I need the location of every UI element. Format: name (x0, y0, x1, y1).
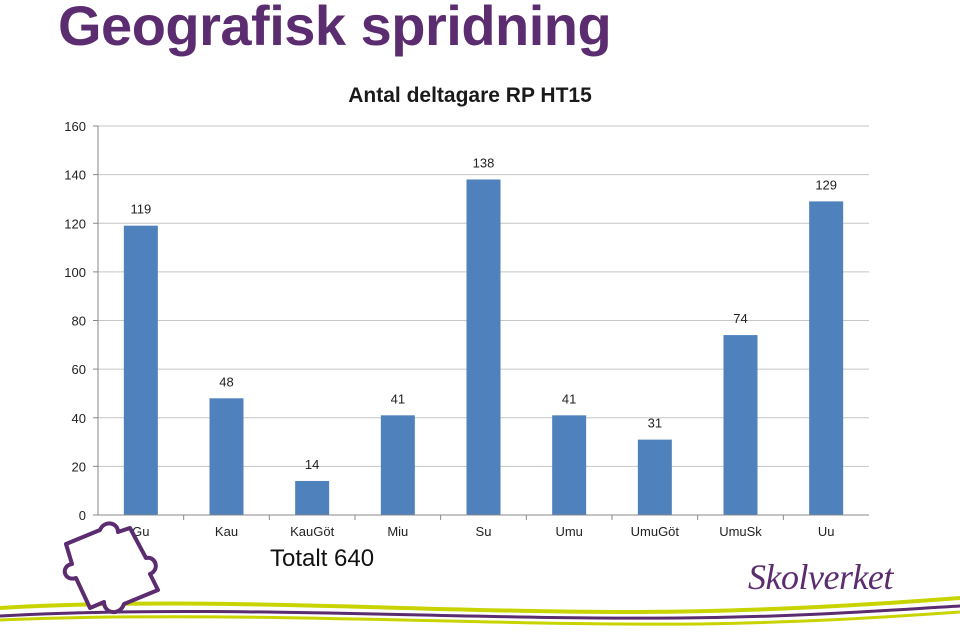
x-tick-label: Uu (818, 524, 835, 539)
decor-swoosh-green-2 (0, 610, 960, 626)
decor-swoosh-purple (0, 604, 960, 620)
brand-logo: Skolverket (748, 557, 893, 597)
y-tick-label: 80 (72, 314, 86, 329)
data-label: 14 (305, 457, 319, 472)
y-tick-label: 0 (79, 508, 86, 523)
decor-swoosh-green (0, 596, 960, 615)
bar-Gu (123, 225, 158, 515)
x-tick-label: Umu (555, 524, 582, 539)
data-label: 31 (648, 416, 662, 431)
y-tick-label: 20 (72, 459, 86, 474)
data-label: 41 (562, 391, 576, 406)
bar-Uu (809, 201, 844, 515)
x-tick-label: UmuGöt (631, 524, 680, 539)
y-tick-label: 60 (72, 362, 86, 377)
data-label: 119 (130, 202, 151, 217)
bar-Kau (209, 398, 244, 515)
bar-Su (466, 179, 501, 516)
data-label: 41 (391, 391, 405, 406)
bar-UmuGöt (637, 439, 672, 515)
x-tick-label: KauGöt (290, 524, 334, 539)
x-tick-label: UmuSk (719, 524, 762, 539)
chart-title: Antal deltagare RP HT15 (348, 84, 592, 107)
y-tick-label: 160 (64, 119, 86, 134)
y-tick-label: 40 (72, 411, 86, 426)
y-tick-label: 120 (64, 216, 86, 231)
data-label: 129 (815, 177, 837, 192)
data-label: 48 (219, 374, 233, 389)
x-tick-label: Miu (387, 524, 408, 539)
data-label: 74 (733, 311, 747, 326)
data-label: 138 (473, 155, 495, 170)
x-tick-label: Su (476, 524, 492, 539)
slide-title: Geografisk spridning (58, 0, 612, 57)
y-tick-label: 140 (64, 168, 86, 183)
x-tick-label: Kau (215, 524, 238, 539)
bar-Umu (552, 415, 587, 515)
bar-UmuSk (723, 335, 758, 515)
bar-KauGöt (295, 480, 330, 515)
total-label: Totalt 640 (270, 545, 375, 572)
bar-Miu (380, 415, 415, 515)
puzzle-piece-icon (62, 521, 160, 614)
x-tick-label: Gu (132, 524, 149, 539)
y-tick-label: 100 (64, 265, 86, 280)
